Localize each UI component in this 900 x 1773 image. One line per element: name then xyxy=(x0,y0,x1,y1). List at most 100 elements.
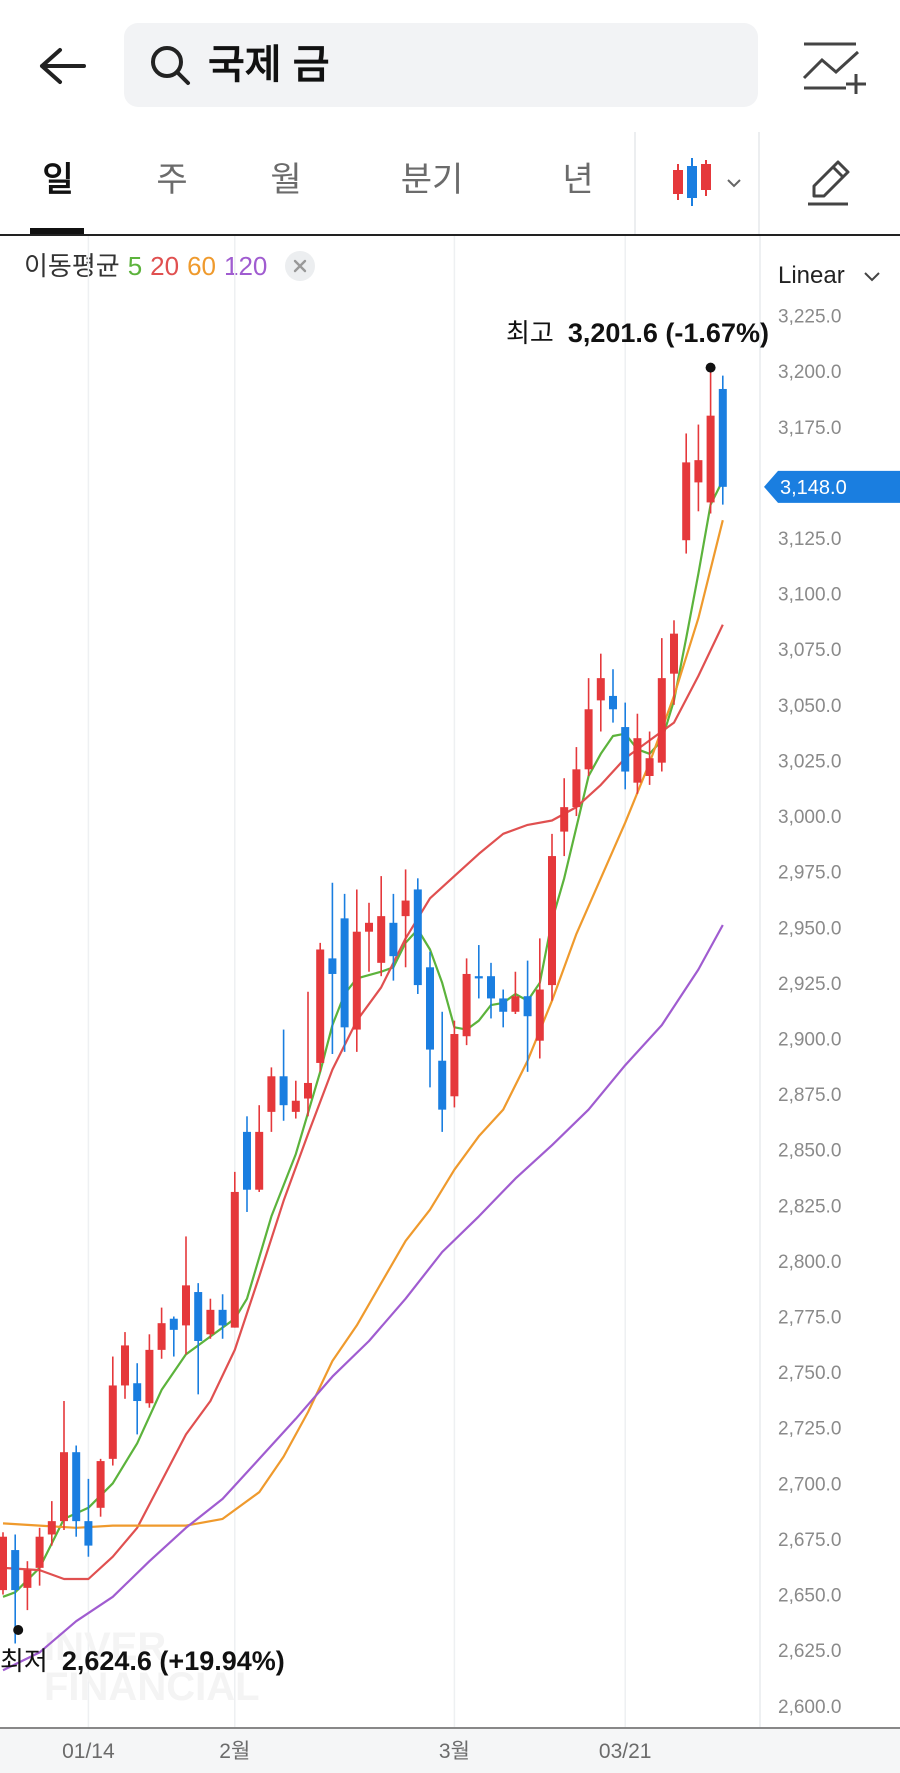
y-tick-label: 2,625.0 xyxy=(778,1641,841,1662)
tab-month[interactable]: 월 xyxy=(270,161,302,199)
candlesticks xyxy=(0,366,727,1644)
candle xyxy=(291,1080,300,1119)
x-tick-label: 3월 xyxy=(439,1740,470,1763)
x-tick-label: 2월 xyxy=(219,1740,250,1763)
candle-body xyxy=(218,1309,227,1326)
candle-body xyxy=(609,695,617,710)
candle-body xyxy=(206,1309,215,1335)
scale-select[interactable]: Linear xyxy=(778,258,881,294)
candle xyxy=(511,971,520,1014)
candle xyxy=(108,1356,117,1466)
candle xyxy=(438,1011,447,1132)
candle-body xyxy=(23,1570,32,1588)
candle-body xyxy=(401,900,410,917)
candle xyxy=(267,1067,276,1132)
y-tick-label: 2,900.0 xyxy=(778,1029,841,1050)
tab-year[interactable]: 년 xyxy=(562,161,594,199)
candle-body xyxy=(96,1461,105,1508)
add-chart-button[interactable] xyxy=(796,36,866,98)
candle xyxy=(169,1316,178,1357)
y-tick-label: 2,875.0 xyxy=(778,1085,841,1106)
chart-type-button[interactable] xyxy=(666,150,750,214)
search-box[interactable]: 국제 금 xyxy=(124,23,758,107)
annotations: 최고 3,201.6 (-1.67%) 최저 2,624.6 (+19.94%) 3,1… xyxy=(0,318,900,1676)
tab-divider xyxy=(758,132,760,234)
candle xyxy=(633,713,642,794)
low-marker xyxy=(13,1625,24,1635)
candle xyxy=(182,1236,190,1355)
candle-body xyxy=(157,1323,166,1350)
candlestick-icon xyxy=(673,158,741,206)
y-tick-label: 3,125.0 xyxy=(778,529,841,550)
candle-body xyxy=(548,856,556,986)
ma-legend: 이동평균 5 20 60 120 xyxy=(24,246,316,286)
y-tick-label: 3,075.0 xyxy=(778,640,841,661)
candle-body xyxy=(596,678,605,701)
draw-tool-button[interactable] xyxy=(800,150,856,214)
candle xyxy=(11,1534,20,1644)
candle xyxy=(304,991,312,1117)
candle-body xyxy=(682,462,691,541)
ma-period-60: 60 xyxy=(187,251,216,281)
candle xyxy=(133,1363,142,1435)
y-tick-label: 2,800.0 xyxy=(778,1252,841,1273)
candle-body xyxy=(450,1034,459,1097)
ma-line-20 xyxy=(2,624,724,1581)
y-tick-label: 2,600.0 xyxy=(778,1697,841,1718)
candle xyxy=(523,960,532,1072)
tab-quarter[interactable]: 분기 xyxy=(400,161,464,199)
candle-body xyxy=(499,998,508,1012)
candle-body xyxy=(72,1452,81,1522)
candle xyxy=(218,1294,227,1339)
candle-body xyxy=(108,1385,117,1459)
ma-line-120 xyxy=(2,924,724,1672)
high-marker xyxy=(705,362,716,373)
candle-body xyxy=(645,758,654,776)
candle-body xyxy=(377,916,386,963)
candle-body xyxy=(365,922,373,932)
candle-body xyxy=(438,1060,447,1110)
y-tick-label: 2,975.0 xyxy=(778,863,841,884)
y-tick-label: 3,100.0 xyxy=(778,585,841,606)
current-price-shape xyxy=(764,470,900,503)
candle-body xyxy=(304,1082,312,1099)
candle xyxy=(340,893,349,1052)
candle xyxy=(0,1532,7,1595)
ma-close-button[interactable] xyxy=(285,251,316,281)
y-tick-label: 2,750.0 xyxy=(778,1363,841,1384)
candle xyxy=(584,678,593,776)
tab-divider xyxy=(634,132,636,234)
moving-average-lines xyxy=(2,479,724,1672)
candle xyxy=(487,962,495,1019)
low-annotation: 최저 2,624.6 (+19.94%) xyxy=(0,1646,285,1676)
ma-line-60 xyxy=(2,519,724,1529)
candle xyxy=(621,702,630,790)
candle xyxy=(548,833,556,1001)
period-tabs: 일 주 월 분기 년 xyxy=(0,132,900,234)
candle-body xyxy=(243,1131,251,1190)
candle xyxy=(23,1561,32,1611)
y-tick-label: 3,200.0 xyxy=(778,362,841,383)
candle xyxy=(401,869,410,968)
candle xyxy=(450,1020,459,1108)
search-icon xyxy=(151,46,190,85)
y-tick-label: 2,725.0 xyxy=(778,1419,841,1440)
candle-body xyxy=(0,1536,7,1591)
chart-top-border xyxy=(0,234,900,236)
tab-week[interactable]: 주 xyxy=(156,161,188,199)
search-query: 국제 금 xyxy=(208,43,330,87)
pencil-icon xyxy=(808,160,850,206)
tab-day[interactable]: 일 xyxy=(42,161,74,199)
candle xyxy=(365,902,373,972)
back-button[interactable] xyxy=(30,34,94,98)
ma-legend-label: 이동평균 xyxy=(24,251,120,281)
candle xyxy=(499,989,508,1028)
candle-body xyxy=(706,415,715,503)
candle-body xyxy=(47,1521,56,1535)
candle xyxy=(206,1298,215,1339)
arrow-left-icon xyxy=(40,48,86,84)
candle xyxy=(706,366,715,514)
candle xyxy=(255,1105,264,1192)
